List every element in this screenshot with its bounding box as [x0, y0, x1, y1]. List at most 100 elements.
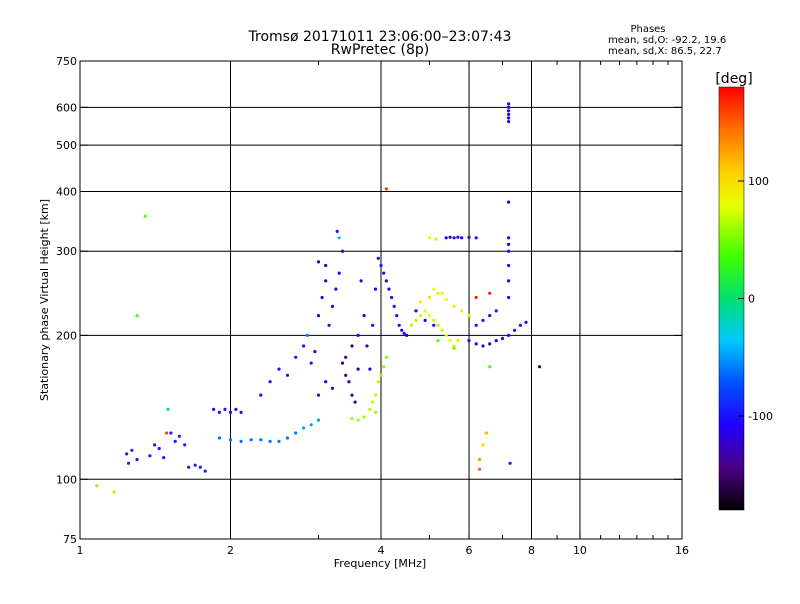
data-point	[384, 355, 388, 359]
data-point	[313, 350, 317, 354]
data-point	[507, 279, 511, 283]
data-point	[337, 271, 341, 275]
data-point	[494, 339, 498, 343]
data-points	[95, 102, 542, 494]
data-point	[452, 304, 456, 308]
data-point	[223, 407, 227, 411]
data-point	[524, 320, 528, 324]
x-axis-label: Frequency [MHz]	[334, 557, 426, 570]
data-point	[467, 235, 471, 239]
data-point	[112, 490, 116, 494]
colorbar-ticks: 100 0 -100	[738, 175, 773, 423]
data-point	[337, 236, 341, 240]
colorbar-tick-label: -100	[748, 410, 773, 423]
data-point	[302, 344, 306, 348]
data-point	[395, 314, 399, 318]
data-point	[239, 439, 243, 443]
data-point	[427, 314, 432, 318]
data-point	[423, 309, 427, 313]
data-point	[440, 328, 444, 332]
data-point	[130, 448, 134, 452]
data-point	[217, 436, 221, 440]
data-point	[309, 423, 313, 427]
data-point	[166, 407, 170, 411]
data-point	[193, 463, 197, 467]
data-point	[474, 323, 478, 327]
y-tick-label: 600	[56, 101, 77, 114]
chart-title: Tromsø 20171011 23:06:00–23:07:43	[248, 29, 512, 45]
data-point	[478, 467, 482, 471]
colorbar-tick-label: 100	[748, 175, 769, 188]
data-point	[414, 318, 418, 322]
data-point	[507, 236, 511, 240]
data-point	[379, 373, 383, 377]
data-point	[488, 365, 492, 369]
data-point	[350, 393, 354, 397]
data-point	[414, 309, 418, 313]
data-point	[481, 344, 485, 348]
x-tick-label: 2	[227, 544, 234, 557]
data-point	[423, 318, 427, 322]
data-point	[392, 304, 396, 308]
data-point	[203, 469, 207, 473]
data-point	[373, 393, 378, 397]
data-point	[165, 431, 169, 435]
data-point	[153, 443, 157, 447]
data-point	[488, 291, 492, 295]
data-point	[488, 314, 492, 318]
data-point	[234, 407, 238, 411]
data-point	[330, 386, 335, 390]
data-point	[444, 236, 448, 240]
data-point	[436, 323, 440, 327]
data-point	[249, 438, 253, 442]
data-point	[353, 400, 357, 404]
data-point	[474, 342, 478, 346]
data-point	[507, 109, 511, 113]
data-point	[335, 229, 339, 233]
data-point	[239, 410, 243, 414]
data-point	[268, 380, 272, 384]
data-point	[507, 102, 511, 106]
data-point	[340, 361, 345, 365]
data-point	[452, 346, 456, 350]
data-point	[513, 328, 517, 332]
data-point	[148, 454, 152, 458]
phases-mean-x: mean, sd,X: 86.5, 22.7	[608, 46, 722, 57]
axis-ticks: 1 2 4 6 8 10 16 75 100 200 300 400 500 600 750	[56, 55, 689, 557]
data-point	[478, 457, 482, 462]
data-point	[456, 339, 460, 343]
data-point	[359, 279, 363, 283]
data-point	[452, 344, 456, 348]
data-point	[467, 339, 471, 343]
data-point	[481, 443, 485, 447]
data-point	[309, 361, 313, 365]
data-point	[344, 373, 348, 377]
data-point	[228, 438, 233, 442]
data-point	[474, 295, 478, 300]
data-point	[507, 120, 511, 124]
x-tick-label: 4	[378, 544, 385, 557]
y-tick-label: 100	[56, 473, 77, 486]
data-point	[324, 380, 328, 384]
data-point	[259, 393, 263, 397]
y-tick-label: 300	[56, 245, 77, 258]
data-point	[95, 484, 99, 488]
data-point	[302, 426, 306, 430]
data-point	[350, 344, 354, 348]
data-point	[387, 287, 391, 291]
y-tick-label: 400	[56, 185, 77, 198]
data-point	[277, 367, 281, 371]
data-point	[285, 373, 290, 377]
data-point	[474, 236, 478, 240]
data-point	[135, 314, 139, 318]
data-point	[440, 291, 444, 295]
x-tick-label: 6	[466, 544, 473, 557]
y-tick-label: 500	[56, 139, 77, 152]
data-point	[362, 415, 366, 419]
data-point	[183, 443, 187, 447]
data-point	[379, 263, 383, 268]
data-point	[365, 344, 369, 348]
data-point	[277, 439, 281, 443]
data-point	[518, 323, 523, 327]
